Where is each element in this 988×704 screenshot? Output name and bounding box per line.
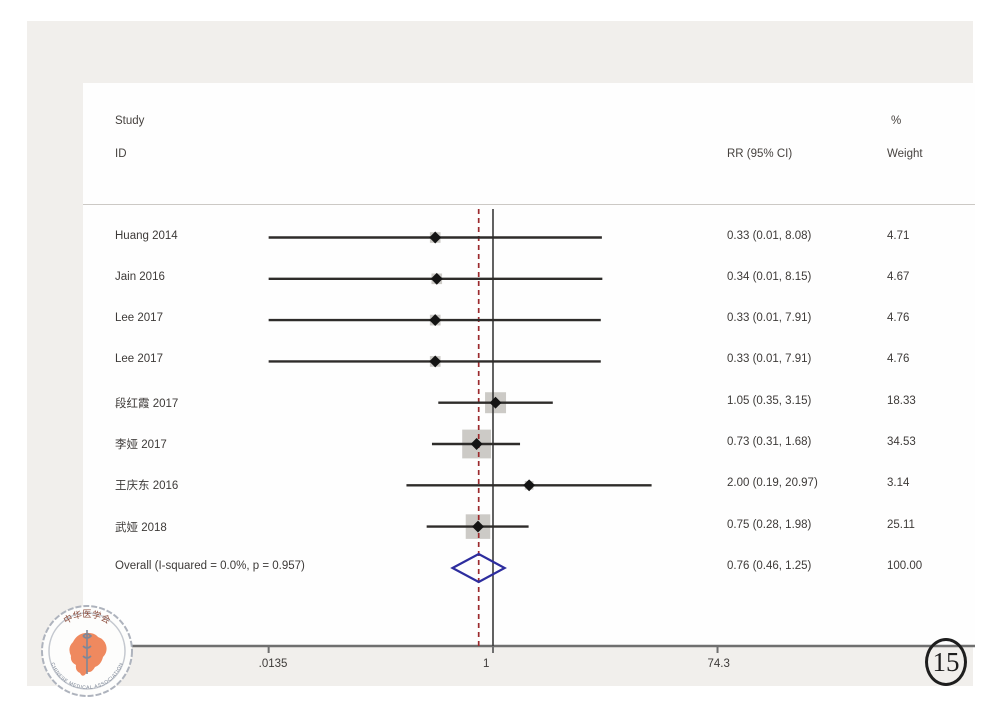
rr-value: 0.33 (0.01, 7.91): [727, 353, 812, 366]
column-header-weight: Weight: [887, 148, 923, 160]
study-label: 王庆东 2016: [115, 480, 179, 493]
axis-tick-label: .0135: [258, 658, 288, 670]
overall-weight-value: 100.00: [887, 560, 923, 572]
caduceus-icon: [82, 630, 93, 674]
rr-value: 0.75 (0.28, 1.98): [727, 518, 812, 531]
overall-rr-value: 0.76 (0.46, 1.25): [727, 560, 812, 572]
rr-value: 0.73 (0.31, 1.68): [727, 436, 812, 448]
axis-tick-label: 1: [483, 658, 490, 670]
study-label: Lee 2017: [115, 312, 163, 325]
column-header-study: Study: [115, 115, 145, 127]
rr-value: 1.05 (0.35, 3.15): [727, 394, 812, 407]
column-header-percent: %: [891, 115, 902, 127]
weight-value: 4.67: [887, 270, 910, 283]
svg-text:中华医学会: 中华医学会: [61, 608, 112, 626]
figure-panel: Study ID % RR (95% CI) Weight .0135 1 74.3…: [27, 21, 975, 697]
china-map-shape: [69, 632, 107, 676]
rr-value: 0.33 (0.01, 8.08): [727, 229, 812, 242]
figure-number: 15: [932, 646, 960, 677]
study-label: Huang 2014: [115, 229, 178, 242]
cma-logo-icon: 中华医学会 CHINESE MEDICAL ASSOCIATION: [41, 605, 133, 697]
study-label: Lee 2017: [115, 353, 163, 366]
overall-diamond: [450, 552, 507, 584]
weight-value: 25.11: [887, 518, 915, 531]
column-header-rr: RR (95% CI): [727, 148, 793, 160]
overall-label: Overall (I-squared = 0.0%, p = 0.957): [115, 560, 305, 572]
study-label: 李娅 2017: [115, 439, 167, 451]
point-marker: [472, 520, 484, 533]
axis-tick-label: 74.3: [707, 658, 730, 670]
rr-value: 0.33 (0.01, 7.91): [727, 312, 812, 325]
study-label: Jain 2016: [115, 270, 165, 283]
weight-value: 4.76: [887, 353, 910, 366]
column-header-id: ID: [115, 148, 127, 160]
study-label: 武娅 2018: [115, 521, 167, 534]
rr-value: 2.00 (0.19, 20.97): [727, 477, 818, 490]
forest-plot-marks: [83, 209, 975, 653]
header-separator: [83, 204, 975, 205]
journal-logo: 中华医学会 CHINESE MEDICAL ASSOCIATION: [40, 604, 134, 698]
study-label: 段红霞 2017: [115, 397, 179, 410]
weight-value: 18.33: [887, 394, 916, 407]
figure-number-badge: 15: [925, 638, 967, 686]
weight-value: 34.53: [887, 436, 916, 448]
weight-value: 3.14: [887, 477, 910, 490]
forest-plot-background: [83, 83, 975, 646]
weight-value: 4.76: [887, 312, 910, 325]
weight-value: 4.71: [887, 229, 910, 242]
rr-value: 0.34 (0.01, 8.15): [727, 270, 812, 283]
